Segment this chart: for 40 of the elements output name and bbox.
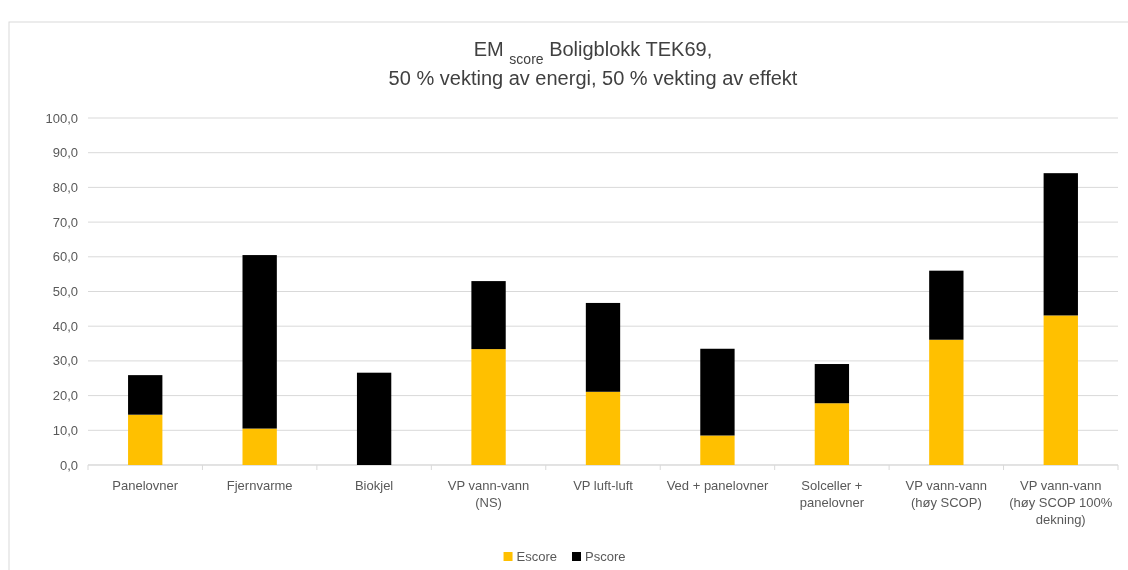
bar [242, 428, 277, 465]
bar [700, 348, 735, 436]
bar [1043, 173, 1078, 316]
bar [471, 349, 506, 465]
y-tick-label: 20,0 [52, 388, 78, 404]
x-tick-label: VP vann-vann (NS) [447, 478, 530, 510]
bar [242, 255, 277, 429]
bar [814, 403, 850, 465]
y-tick-label: 100,0 [45, 110, 78, 126]
x-tick-label: Solceller + panelovner [799, 478, 865, 510]
x-tick-label: VP luft-luft [573, 478, 634, 493]
y-tick-label: 60,0 [52, 249, 78, 265]
bar [700, 435, 735, 465]
x-tick-label: Panelovner [112, 478, 179, 493]
y-tick-label: 30,0 [52, 353, 78, 369]
bar [585, 302, 621, 392]
legend-label: Escore [516, 549, 558, 564]
y-tick-label: 90,0 [52, 145, 78, 161]
y-tick-label: 40,0 [52, 318, 78, 334]
bar [128, 375, 163, 415]
x-tick-label: VP vann-vann (høy SCOP) [905, 478, 988, 510]
bar [929, 339, 964, 465]
bar [471, 281, 506, 350]
bar [929, 270, 964, 340]
chart-title: EM $_{score}$ Boligblokk TEK69, 50 % vekting av energi, 50 % vekting av effekt [388, 38, 798, 89]
y-tick-label: 0,0 [59, 457, 78, 473]
y-tick-label: 50,0 [52, 284, 78, 300]
bar [814, 364, 850, 404]
x-tick-label: Biokjel [354, 478, 394, 493]
bar [128, 414, 163, 465]
x-tick-label: VP vann-vann (høy SCOP 100% dekning) [1009, 478, 1113, 527]
y-tick-label: 10,0 [52, 422, 78, 438]
bar [1043, 315, 1078, 465]
bar [585, 391, 621, 465]
y-tick-label: 70,0 [52, 214, 78, 230]
bar [356, 372, 392, 465]
x-tick-label: Fjernvarme [226, 478, 293, 493]
x-tick-label: Ved + panelovner [666, 478, 769, 493]
legend-label: Pscore [585, 549, 626, 564]
y-tick-label: 80,0 [52, 179, 78, 195]
